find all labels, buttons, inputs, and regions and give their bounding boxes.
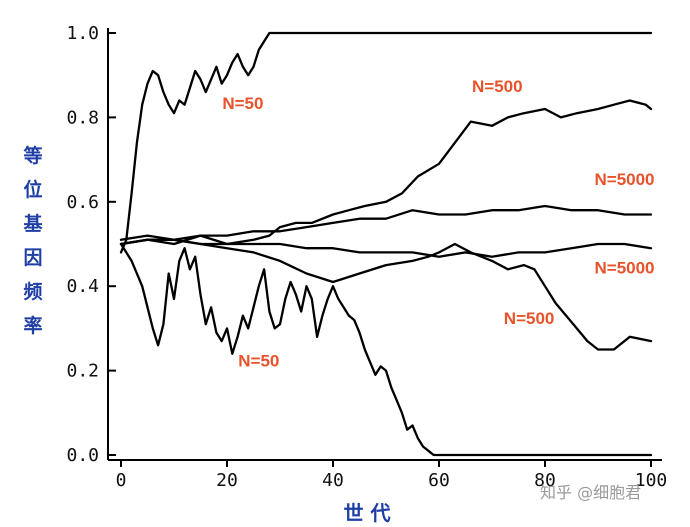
y-tick-label: 0.4: [66, 276, 99, 297]
x-tick-label: 60: [428, 470, 450, 491]
y-axis-title: 等位基因频率: [22, 144, 43, 337]
x-axis-title: 世 代: [344, 501, 391, 525]
x-tick-label: 20: [216, 470, 238, 491]
x-tick-label: 100: [635, 470, 668, 491]
series-label-2: N=500: [472, 77, 523, 96]
series-label-3: N=5000: [594, 170, 654, 189]
y-tick-label: 0.0: [66, 445, 99, 466]
series-lines: [119, 31, 653, 457]
x-tick-label: 40: [322, 470, 344, 491]
series-line-2: [119, 242, 653, 457]
y-tick-label: 1.0: [66, 23, 99, 44]
series-label-6: N=50: [238, 351, 279, 370]
y-tick-label: 0.6: [66, 192, 99, 213]
series-line-3: [119, 99, 653, 246]
annotations: N=50 N=500 N=5000 N=5000 N=500 N=50: [222, 77, 654, 370]
watermark: 知乎 @细胞君: [540, 483, 641, 502]
x-tick-label: 0: [116, 470, 127, 491]
series-label-1: N=50: [222, 94, 263, 113]
y-tick-label: 0.2: [66, 361, 99, 382]
y-tick-label: 0.8: [66, 107, 99, 128]
series-line-5: [119, 204, 653, 246]
axes: [107, 28, 662, 461]
series-label-5: N=500: [504, 309, 555, 328]
y-ticks: 0.0 0.2 0.4 0.6 0.8 1.0: [66, 23, 116, 466]
x-ticks: 0 20 40 60 80 100: [116, 460, 668, 491]
series-label-4: N=5000: [594, 259, 654, 278]
series-line-1: [119, 31, 653, 254]
series-line-6: [119, 238, 653, 258]
x-tick-label: 80: [534, 470, 556, 491]
series-line-4: [119, 234, 653, 351]
